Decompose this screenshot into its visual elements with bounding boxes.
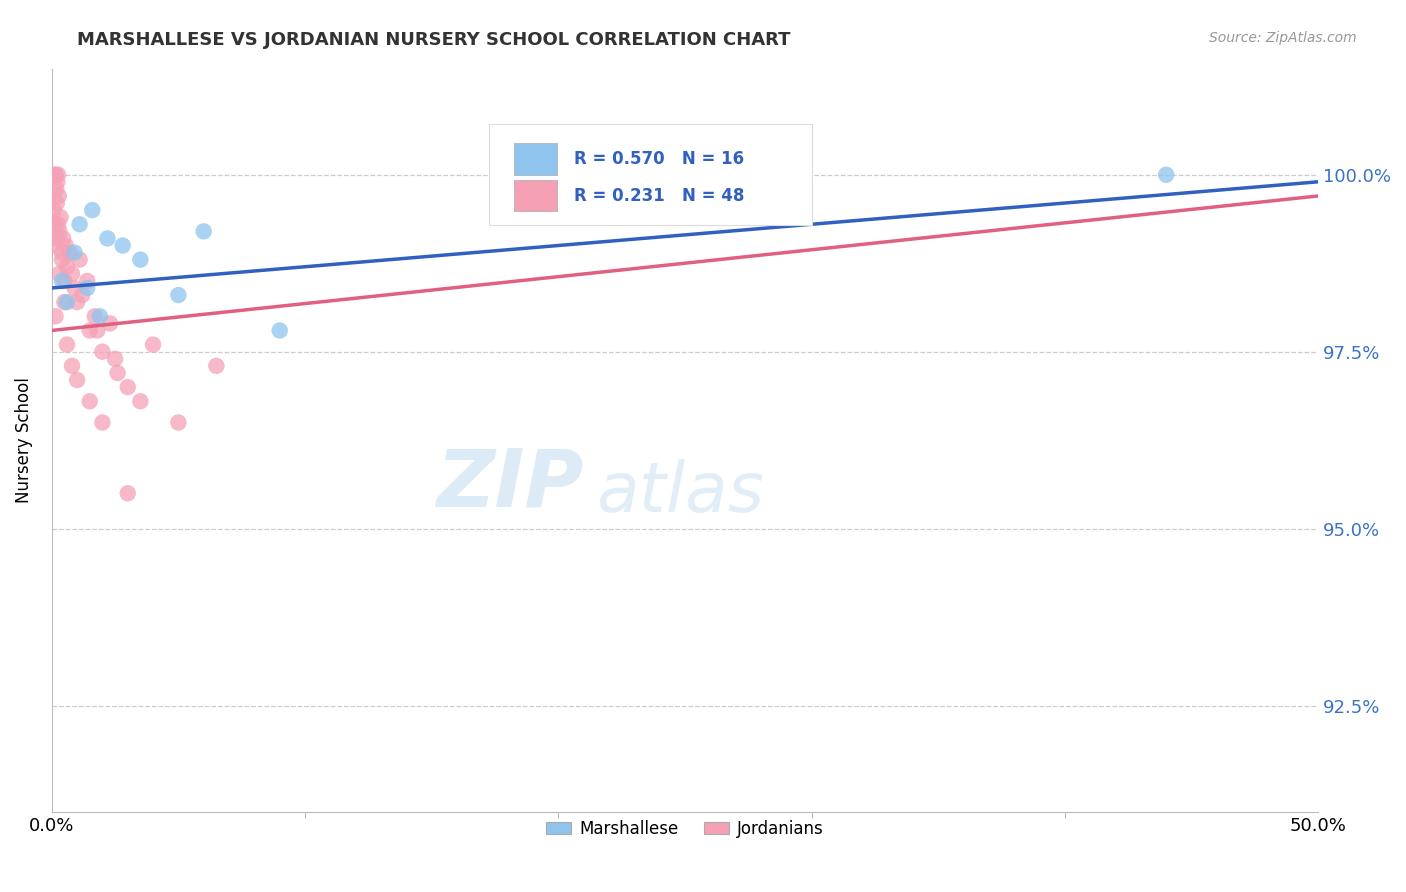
Point	[60, 267, 83, 281]
Point	[42, 203, 65, 218]
Point	[49, 210, 72, 224]
FancyBboxPatch shape	[515, 144, 557, 175]
Point	[56, 337, 79, 351]
Text: R = 0.231   N = 48: R = 0.231 N = 48	[574, 186, 744, 205]
Point	[104, 351, 127, 366]
Point	[76, 281, 98, 295]
Text: Source: ZipAtlas.com: Source: ZipAtlas.com	[1209, 31, 1357, 45]
Point	[51, 252, 73, 267]
Point	[60, 359, 83, 373]
Point	[86, 323, 108, 337]
Point	[53, 295, 76, 310]
Point	[193, 224, 215, 238]
Point	[44, 168, 66, 182]
Point	[51, 274, 73, 288]
Point	[1154, 168, 1177, 182]
Point	[56, 260, 79, 274]
Point	[46, 168, 69, 182]
Point	[69, 217, 91, 231]
FancyBboxPatch shape	[489, 124, 811, 225]
Point	[45, 310, 67, 324]
Point	[79, 323, 101, 337]
Point	[69, 252, 91, 267]
Text: MARSHALLESE VS JORDANIAN NURSERY SCHOOL CORRELATION CHART: MARSHALLESE VS JORDANIAN NURSERY SCHOOL …	[77, 31, 790, 49]
Point	[58, 245, 80, 260]
Point	[63, 245, 86, 260]
Point	[53, 274, 76, 288]
Y-axis label: Nursery School: Nursery School	[15, 377, 32, 503]
Point	[45, 168, 67, 182]
Point	[107, 366, 129, 380]
Point	[70, 288, 93, 302]
Point	[66, 295, 89, 310]
Point	[44, 217, 66, 231]
Point	[98, 317, 121, 331]
Point	[79, 394, 101, 409]
Point	[56, 295, 79, 310]
Legend: Marshallese, Jordanians: Marshallese, Jordanians	[540, 814, 831, 845]
Point	[96, 231, 118, 245]
Point	[51, 245, 73, 260]
Point	[89, 310, 111, 324]
Point	[52, 231, 75, 245]
Point	[42, 238, 65, 252]
Text: R = 0.570   N = 16: R = 0.570 N = 16	[574, 150, 744, 168]
Point	[55, 238, 77, 252]
Point	[63, 281, 86, 295]
Point	[111, 238, 134, 252]
Point	[76, 274, 98, 288]
Point	[48, 224, 70, 238]
Point	[205, 359, 228, 373]
Point	[45, 196, 67, 211]
Text: ZIP: ZIP	[436, 446, 583, 524]
Point	[91, 416, 114, 430]
Point	[46, 175, 69, 189]
Point	[91, 344, 114, 359]
Point	[117, 380, 139, 394]
Point	[66, 373, 89, 387]
Text: atlas: atlas	[596, 458, 765, 525]
Point	[496, 203, 519, 218]
Point	[269, 323, 291, 337]
Point	[167, 288, 190, 302]
Point	[129, 252, 152, 267]
Point	[45, 182, 67, 196]
Point	[117, 486, 139, 500]
Point	[82, 203, 104, 218]
Point	[142, 337, 165, 351]
Point	[48, 267, 70, 281]
Point	[83, 310, 105, 324]
Point	[46, 217, 69, 231]
Point	[167, 416, 190, 430]
Point	[129, 394, 152, 409]
FancyBboxPatch shape	[515, 180, 557, 211]
Point	[48, 189, 70, 203]
Point	[45, 231, 67, 245]
